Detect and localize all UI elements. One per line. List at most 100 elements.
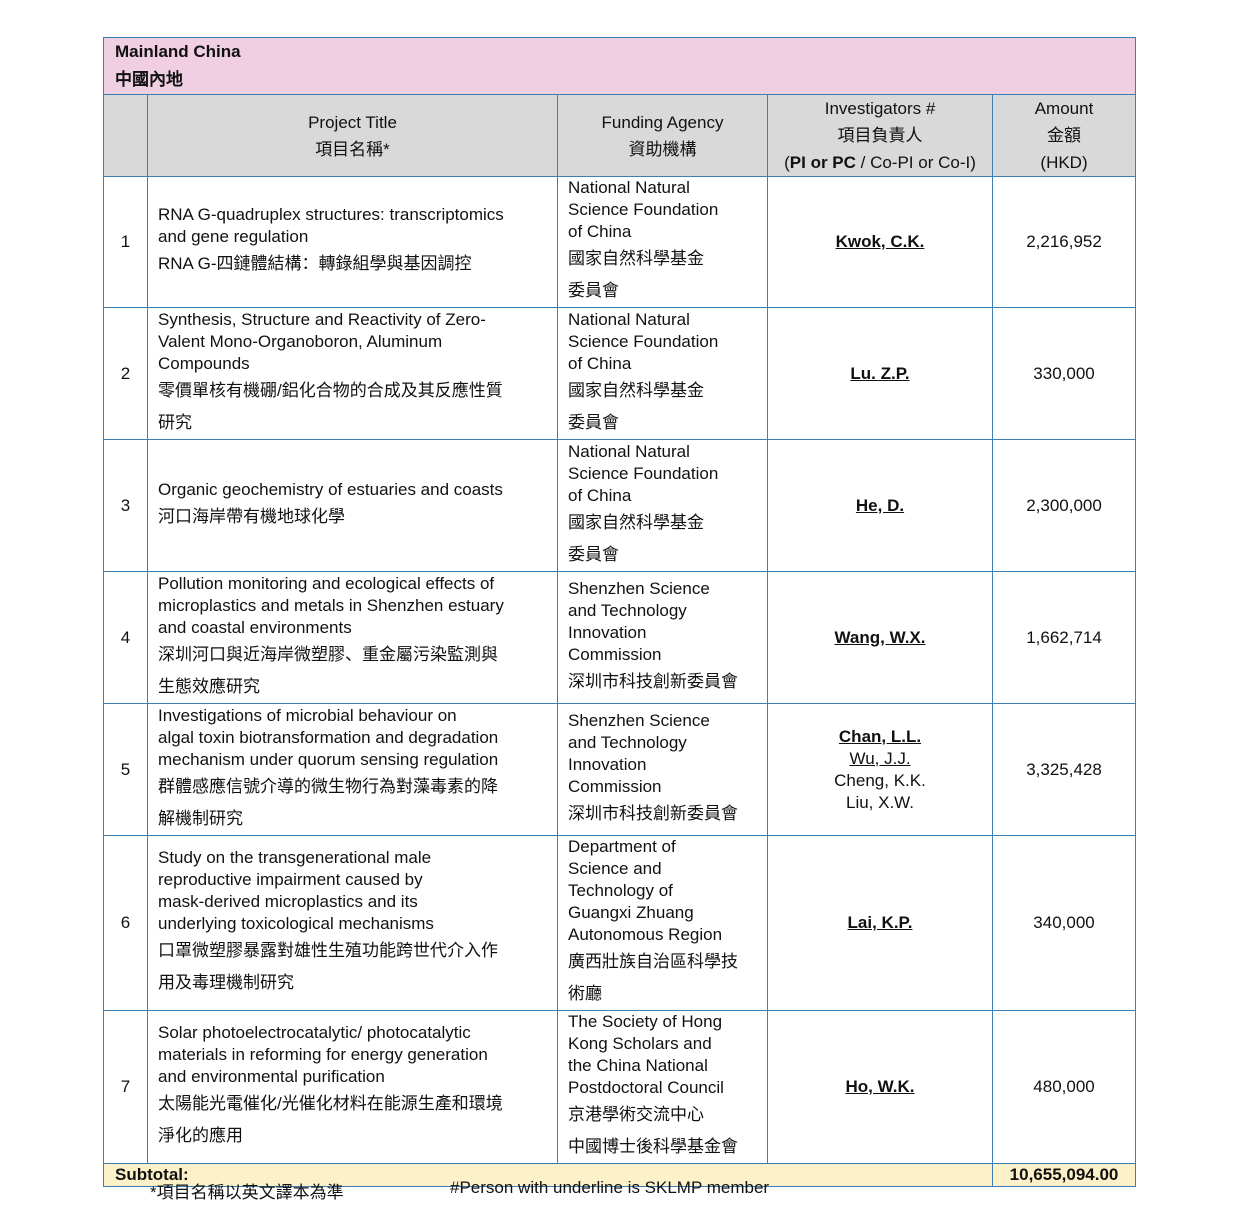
agency-en-line: the China National (568, 1056, 708, 1075)
column-headers: Project Title 項目名稱* Funding Agency 資助機構 In… (103, 94, 1137, 177)
row-number: 3 (103, 439, 148, 572)
investigator-name: Liu, X.W. (845, 792, 915, 812)
header-amount-unit: (HKD) (1040, 153, 1088, 172)
header-title-zh: 項目名稱* (315, 139, 390, 159)
title-en-line: mechanism under quorum sensing regulatio… (158, 749, 499, 769)
agency-en-line: Science and (568, 859, 662, 878)
role-co: / Co-PI or Co-I (855, 153, 971, 172)
funding-agency: National Natural Science Foundation of Chi… (557, 307, 768, 440)
title-zh-line: 生態效應研究 (158, 676, 260, 696)
title-zh-line: 河口海岸帶有機地球化學 (158, 506, 345, 526)
funding-agency: The Society of Hong Kong Scholars and the … (557, 1010, 768, 1164)
title-zh-line: 解機制研究 (158, 808, 243, 828)
title-zh-line: 用及毒理機制研究 (158, 973, 294, 992)
agency-zh-line: 深圳市科技創新委員會 (568, 803, 738, 823)
title-zh-line: 群體感應信號介導的微生物行為對藻毒素的降 (158, 776, 498, 796)
investigators: Kwok, C.K. (767, 176, 993, 308)
investigator-name: Ho, W.K. (845, 1077, 915, 1096)
amount: 2,216,952 (991, 176, 1137, 308)
agency-en-line: of China (568, 353, 632, 373)
funding-agency: National Natural Science Foundation of Chi… (557, 176, 768, 308)
table-row: 5 Investigations of microbial behaviour o… (103, 703, 1137, 836)
table-row: 2 Synthesis, Structure and Reactivity of … (103, 307, 1137, 440)
agency-zh-line: 京港學術交流中心 (568, 1105, 704, 1124)
agency-en-line: Postdoctoral Council (568, 1078, 724, 1097)
subtotal-row: Subtotal: 10,655,094.00 (103, 1163, 1137, 1187)
agency-en-line: Science Foundation (568, 331, 719, 351)
agency-en-line: National Natural (568, 309, 690, 329)
header-agency-en: Funding Agency (601, 112, 724, 132)
agency-en-line: Guangxi Zhuang (568, 903, 694, 922)
agency-zh-line: 國家自然科學基金 (568, 380, 704, 400)
funding-agency: National Natural Science Foundation of Chi… (557, 439, 768, 572)
agency-en-line: The Society of Hong (568, 1012, 723, 1031)
agency-zh-line: 深圳市科技創新委員會 (568, 671, 738, 691)
table-row: 4 Pollution monitoring and ecological eff… (103, 571, 1137, 704)
header-agency: Funding Agency 資助機構 (557, 94, 768, 177)
header-num (103, 94, 148, 177)
title-zh-line: 零價單核有機硼/鋁化合物的合成及其反應性質 (158, 380, 503, 400)
header-amount-zh: 金額 (1047, 126, 1082, 145)
row-number: 4 (103, 571, 148, 704)
investigator-name: Kwok, C.K. (835, 232, 925, 251)
header-inv-zh: 項目負責人 (837, 126, 923, 145)
header-amount: Amount 金額 (HKD) (991, 94, 1137, 177)
agency-en-line: and Technology (568, 600, 687, 620)
row-number: 1 (103, 176, 148, 308)
title-en-line: algal toxin biotransformation and degrad… (158, 727, 499, 747)
project-title: RNA G-quadruplex structures: transcripto… (147, 176, 558, 308)
amount: 1,662,714 (991, 571, 1137, 704)
footnote-underline: #Person with underline is SKLMP member (450, 1178, 770, 1197)
project-title: Solar photoelectrocatalytic/ photocataly… (147, 1010, 558, 1164)
agency-zh-line: 術廳 (568, 984, 602, 1003)
agency-zh-line: 委員會 (568, 281, 619, 300)
title-en-line: Organic geochemistry of estuaries and co… (158, 479, 503, 499)
agency-zh-line: 國家自然科學基金 (568, 249, 704, 268)
header-title-en: Project Title (308, 112, 397, 132)
funding-agency: Shenzhen Science and Technology Innovation… (557, 571, 768, 704)
row-number: 5 (103, 703, 148, 836)
agency-en-line: and Technology (568, 732, 687, 752)
amount: 3,325,428 (991, 703, 1137, 836)
project-title: Study on the transgenerational male repro… (147, 835, 558, 1011)
agency-en-line: National Natural (568, 178, 690, 197)
title-en-line: Pollution monitoring and ecological effe… (158, 573, 495, 593)
investigator-name: Wang, W.X. (834, 627, 926, 647)
header-inv-en: Investigators # (824, 99, 936, 118)
project-title: Organic geochemistry of estuaries and co… (147, 439, 558, 572)
investigators: Ho, W.K. (767, 1010, 993, 1164)
agency-en-line: of China (568, 222, 632, 241)
table-row: 6 Study on the transgenerational male repr… (103, 835, 1137, 1011)
project-title: Pollution monitoring and ecological effe… (147, 571, 558, 704)
agency-en-line: Commission (568, 776, 662, 796)
agency-en-line: Technology of (568, 881, 673, 900)
agency-zh-line: 國家自然科學基金 (568, 512, 704, 532)
title-zh-line: 太陽能光電催化/光催化材料在能源生產和環境 (158, 1094, 503, 1113)
row-number: 7 (103, 1010, 148, 1164)
agency-en-line: Department of (568, 837, 676, 856)
agency-en-line: Science Foundation (568, 463, 719, 483)
title-en-line: mask-derived microplastics and its (158, 892, 418, 911)
agency-en-line: Commission (568, 644, 662, 664)
title-zh-line: 口罩微塑膠暴露對雄性生殖功能跨世代介入作 (158, 941, 498, 960)
subtotal-value: 10,655,094.00 (991, 1163, 1137, 1187)
project-title: Synthesis, Structure and Reactivity of Z… (147, 307, 558, 440)
subtotal-label: Subtotal: (103, 1163, 993, 1187)
table-row: 3 Organic geochemistry of estuaries and c… (103, 439, 1137, 572)
title-en-line: RNA G-quadruplex structures: transcripto… (158, 205, 504, 224)
investigators: Chan, L.L. Wu, J.J. Cheng, K.K. Liu, X.W. (767, 703, 993, 836)
table-row: 1 RNA G-quadruplex structures: transcript… (103, 176, 1137, 308)
table-row: 7 Solar photoelectrocatalytic/ photocatal… (103, 1010, 1137, 1164)
title-en-line: reproductive impairment caused by (158, 870, 423, 889)
agency-en-line: Innovation (568, 754, 647, 774)
investigator-name: Chan, L.L. (838, 726, 922, 746)
funding-agency: Department of Science and Technology of Gua… (557, 835, 768, 1011)
investigator-name: He, D. (855, 495, 905, 515)
title-en-line: Compounds (158, 353, 250, 373)
title-zh-line: RNA G-四鏈體結構：轉錄組學與基因調控 (158, 254, 472, 273)
investigator-name: Cheng, K.K. (834, 770, 926, 790)
title-en-line: materials in reforming for energy genera… (158, 1045, 488, 1064)
header-inv-role: (PI or PC / Co-PI or Co-I) (784, 153, 976, 172)
header-investigators: Investigators # 項目負責人 (PI or PC / Co-PI or… (767, 94, 993, 177)
title-en-line: and coastal environments (158, 617, 352, 637)
